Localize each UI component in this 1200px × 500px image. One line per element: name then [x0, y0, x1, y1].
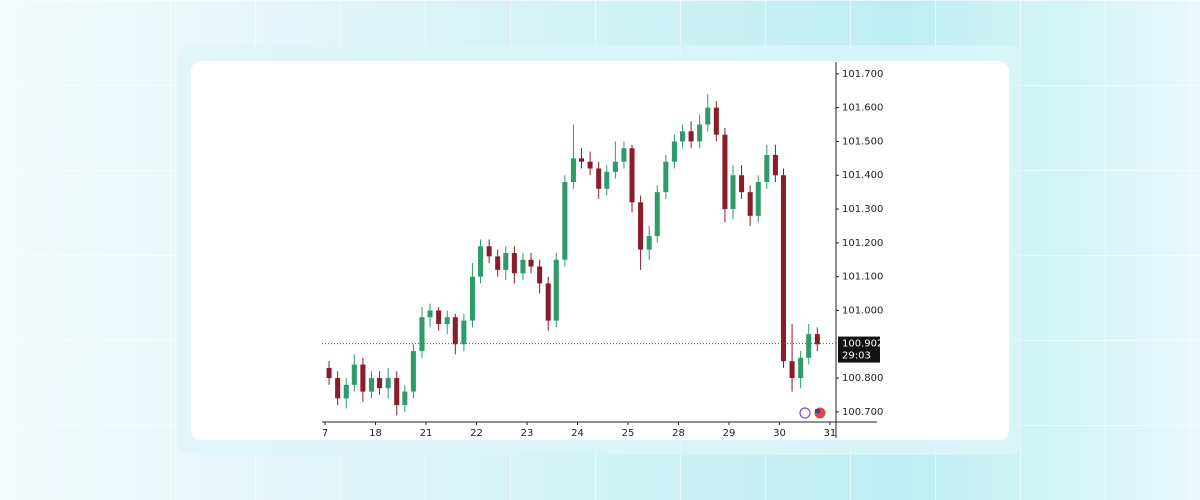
- candle-body: [385, 378, 391, 389]
- x-tick-label: 24: [571, 428, 584, 439]
- x-tick-label: 30: [773, 428, 786, 439]
- candle-body: [343, 384, 349, 399]
- candle-body: [537, 266, 543, 284]
- candle-body: [596, 168, 602, 189]
- countdown-label: 29:03: [842, 351, 871, 362]
- candle-body: [545, 283, 551, 321]
- candle-body: [402, 391, 408, 406]
- candle-body: [360, 364, 366, 392]
- candle-body: [452, 317, 458, 345]
- y-tick-label: 101.000: [842, 305, 883, 316]
- candle-body: [326, 367, 332, 379]
- candle-body: [621, 148, 627, 162]
- flag-canton: [815, 409, 820, 413]
- candle-body: [335, 378, 341, 399]
- candle-body: [705, 107, 711, 125]
- y-tick-label: 101.300: [842, 204, 883, 215]
- candle-body: [495, 256, 501, 270]
- candle-body: [604, 171, 610, 189]
- candle-body: [368, 378, 375, 392]
- candle-body: [747, 192, 753, 216]
- candle-body: [520, 259, 526, 274]
- y-tick-label: 101.700: [842, 69, 883, 80]
- candle-body: [798, 357, 804, 379]
- candle-body: [638, 202, 644, 250]
- candle-body: [697, 124, 703, 142]
- event-icon[interactable]: [799, 407, 811, 419]
- candle-body: [444, 317, 450, 324]
- y-tick-label: 101.200: [842, 238, 883, 249]
- candle-body: [780, 175, 787, 362]
- x-tick-label: 21: [420, 428, 433, 439]
- candle-body: [570, 158, 576, 182]
- candle-body: [722, 134, 728, 210]
- candle-body: [511, 252, 517, 274]
- candle-body: [562, 182, 568, 260]
- candle-body: [772, 154, 778, 176]
- y-tick-label: 101.600: [842, 103, 883, 114]
- candle-body: [764, 154, 770, 182]
- candle-body: [351, 364, 357, 385]
- candle-body: [629, 148, 635, 203]
- y-tick-label: 101.100: [842, 272, 883, 283]
- x-tick-label: 7: [322, 428, 328, 439]
- x-tick-label: 18: [369, 428, 382, 439]
- candle-body: [419, 317, 425, 352]
- candle-body: [806, 334, 812, 358]
- x-tick-label: 28: [672, 428, 685, 439]
- candle-body: [789, 361, 795, 379]
- candle-body: [663, 161, 669, 193]
- candle-body: [587, 161, 593, 169]
- candle-body: [579, 158, 585, 162]
- candle-body: [814, 334, 820, 345]
- y-tick-label: 100.800: [842, 373, 883, 384]
- candle-body: [469, 276, 475, 321]
- candle-body: [486, 246, 492, 257]
- candle-body: [730, 175, 736, 210]
- candle-body: [394, 378, 400, 406]
- last-price-label: 100.902: [842, 339, 883, 350]
- candle-body: [679, 131, 686, 142]
- candle-body: [461, 320, 467, 345]
- candle-body: [503, 252, 509, 270]
- candle-body: [612, 161, 618, 172]
- last-price-box: [838, 336, 880, 363]
- y-tick-label: 101.400: [842, 170, 883, 181]
- candle-body: [377, 378, 383, 389]
- candle-body: [654, 192, 660, 237]
- x-tick-label: 23: [521, 428, 534, 439]
- candle-body: [410, 351, 416, 392]
- x-tick-label: 25: [622, 428, 635, 439]
- candle-body: [713, 107, 719, 135]
- x-tick-label: 22: [470, 428, 483, 439]
- x-tick-label: 29: [723, 428, 736, 439]
- y-tick-label: 100.700: [842, 407, 883, 418]
- candle-body: [528, 259, 534, 267]
- candle-body: [553, 259, 559, 321]
- candle-body: [755, 182, 761, 216]
- candle-body: [739, 175, 745, 193]
- y-tick-label: 101.500: [842, 136, 883, 147]
- candle-body: [671, 141, 677, 162]
- x-tick-label: 31: [824, 428, 837, 439]
- candle-body: [427, 310, 433, 318]
- candle-body: [646, 236, 652, 250]
- candle-body: [436, 310, 442, 324]
- candle-body: [478, 246, 484, 277]
- candle-body: [688, 131, 694, 142]
